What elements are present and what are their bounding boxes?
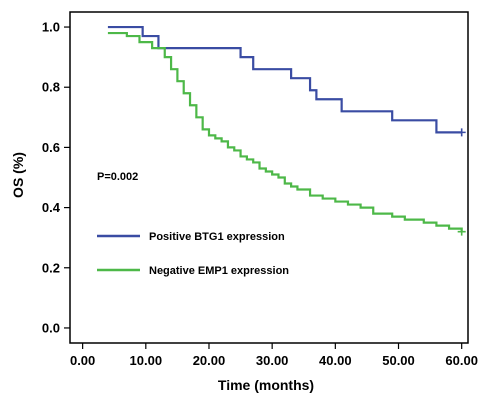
- x-tick-label: 30.00: [256, 353, 289, 368]
- x-tick-label: 60.00: [445, 353, 478, 368]
- series-line-positive-btg1-expression: [107, 25, 462, 134]
- x-tick-label: 40.00: [319, 353, 352, 368]
- x-tick-label: 10.00: [130, 353, 163, 368]
- legend-label-negative-emp1: Negative EMP1 expression: [149, 265, 289, 277]
- x-tick-label: 0.00: [70, 353, 95, 368]
- x-tick-label: 20.00: [193, 353, 226, 368]
- y-tick-label: 1.0: [42, 20, 60, 35]
- censor-mark: [457, 227, 466, 236]
- y-axis-title: OS (%): [10, 152, 26, 198]
- x-axis-title: Time (months): [218, 377, 314, 393]
- y-tick-label: 0.4: [42, 200, 61, 215]
- y-tick-label: 0.8: [42, 80, 60, 95]
- y-tick-label: 0.0: [42, 320, 60, 335]
- p-value-annotation: P=0.002: [97, 171, 138, 183]
- y-tick-label: 0.6: [42, 140, 60, 155]
- legend-label-positive-btg1: Positive BTG1 expression: [149, 231, 285, 243]
- y-tick-label: 0.2: [42, 260, 60, 275]
- series-layer: [107, 25, 466, 236]
- plot-frame: [69, 11, 469, 344]
- axes: 0.00 10.00 20.00 30.00 40.00 50.00 60.00 0.0 0.2…: [42, 11, 478, 368]
- censor-mark: [457, 128, 466, 137]
- legend: Positive BTG1 expression Negative EMP1 e…: [97, 231, 289, 277]
- x-tick-label: 50.00: [382, 353, 415, 368]
- series-line-negative-emp1-expression: [107, 31, 463, 232]
